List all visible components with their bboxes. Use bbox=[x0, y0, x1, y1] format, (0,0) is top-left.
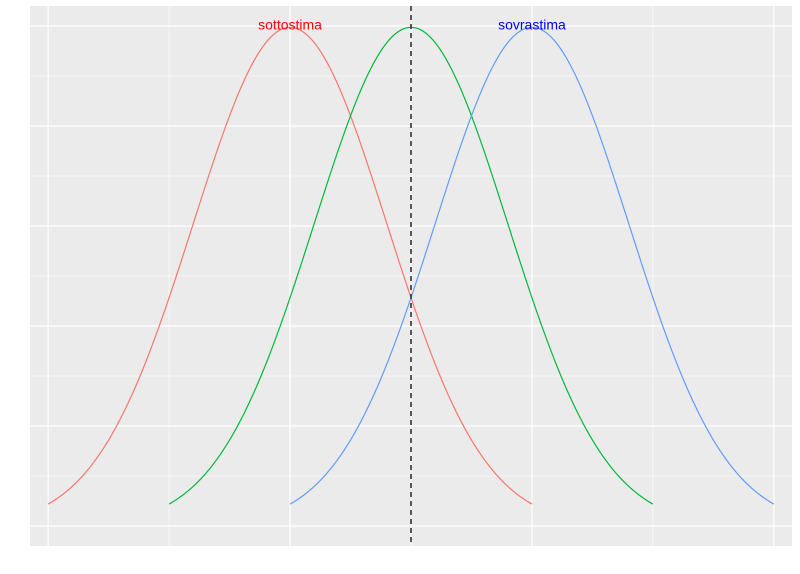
annotations: sottostima sovrastima bbox=[258, 17, 566, 33]
density-curve-3 bbox=[289, 26, 775, 505]
density-curve-1 bbox=[47, 26, 533, 505]
annotation-label: sottostima bbox=[258, 17, 322, 33]
annotation-label: sovrastima bbox=[498, 17, 566, 33]
